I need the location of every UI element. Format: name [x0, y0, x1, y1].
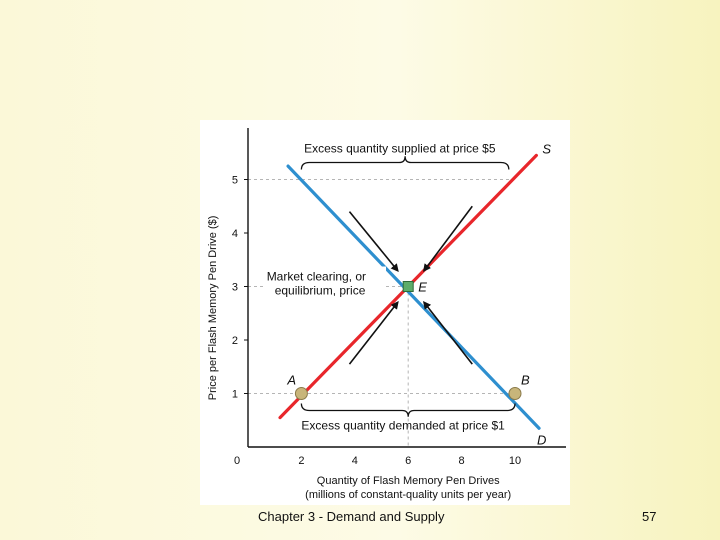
adjustment-arrow-4 — [422, 300, 473, 365]
y-tick-label-4: 4 — [232, 228, 238, 240]
x-tick-label-6: 6 — [405, 455, 411, 467]
supply-demand-chart: S D 1 2 3 4 5 0 2 4 6 8 10 Quantity of Flash Memory P… — [207, 128, 566, 501]
y-tick-label-2: 2 — [232, 335, 238, 347]
y-tick-label-1: 1 — [232, 389, 238, 401]
annotation-equilibrium-line2: equilibrium, price — [275, 284, 366, 298]
annotation-excess-supply: Excess quantity supplied at price $5 — [304, 142, 496, 156]
brace-excess-supply — [300, 156, 510, 170]
footer-chapter: Chapter 3 - Demand and Supply — [258, 509, 445, 524]
x-axis-subtitle: (millions of constant-quality units per … — [305, 489, 511, 501]
point-A — [294, 387, 308, 400]
demand-curve-label: D — [537, 432, 546, 447]
adjustment-arrow-2 — [423, 205, 473, 273]
point-B — [508, 387, 522, 400]
x-tick-label-0: 0 — [234, 455, 240, 467]
x-tick-label-10: 10 — [509, 455, 521, 467]
y-axis-title: Price per Flash Memory Pen Drive ($) — [207, 216, 219, 401]
chart-panel: S D 1 2 3 4 5 0 2 4 6 8 10 Quantity of Flash Memory P… — [200, 120, 570, 505]
point-label-A: A — [286, 373, 296, 388]
x-tick-label-4: 4 — [352, 455, 358, 467]
adjustment-arrow-3 — [348, 300, 399, 365]
annotation-equilibrium-line1: Market clearing, or — [267, 270, 366, 284]
point-label-B: B — [521, 373, 530, 388]
point-label-E: E — [418, 280, 427, 295]
x-tick-label-2: 2 — [298, 455, 304, 467]
y-tick-label-5: 5 — [232, 175, 238, 187]
demand-curve — [286, 164, 541, 430]
annotation-excess-demand: Excess quantity demanded at price $1 — [301, 419, 505, 433]
point-E — [402, 281, 414, 292]
footer-page-number: 57 — [642, 509, 657, 524]
y-tick-label-3: 3 — [232, 282, 238, 294]
x-axis-title: Quantity of Flash Memory Pen Drives — [317, 475, 500, 487]
brace-excess-demand — [300, 403, 516, 417]
equilibrium-label-backing — [264, 266, 387, 303]
adjustment-arrow-1 — [348, 211, 399, 272]
supply-curve-label: S — [542, 141, 551, 156]
x-tick-label-8: 8 — [459, 455, 465, 467]
